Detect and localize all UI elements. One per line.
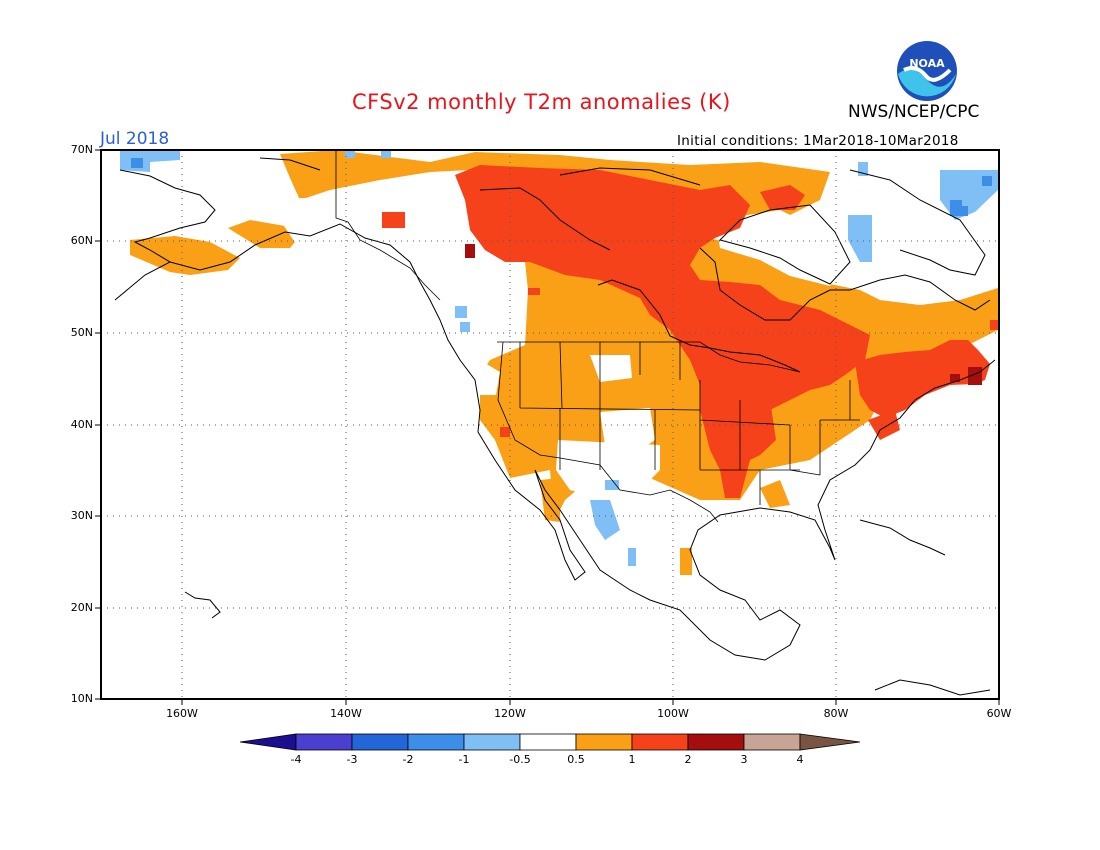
lat-label-10n: 10N	[70, 692, 93, 705]
lon-label-120w: 120W	[494, 707, 526, 720]
axis-ticks	[95, 149, 1000, 705]
colorbar-label: -4	[290, 753, 302, 766]
colorbar-swatch	[743, 733, 801, 751]
colorbar-label: -2	[402, 753, 414, 766]
lat-label-70n: 70N	[70, 143, 93, 156]
colorbar-swatch	[687, 733, 745, 751]
chart-title: CFSv2 monthly T2m anomalies (K)	[352, 90, 731, 114]
lon-label-160w: 160W	[166, 707, 198, 720]
lon-label-60w: 60W	[986, 707, 1012, 720]
colorbar-swatch	[519, 733, 577, 751]
colorbar-label: 3	[740, 753, 748, 766]
colorbar-right-arrow	[799, 733, 861, 751]
agency-label: NWS/NCEP/CPC	[848, 102, 980, 122]
colorbar-label: -0.5	[509, 753, 531, 766]
colorbar-swatch	[295, 733, 353, 751]
colorbar-swatch	[463, 733, 521, 751]
colorbar	[239, 733, 861, 751]
colorbar-label: -3	[346, 753, 358, 766]
political-borders	[335, 150, 860, 523]
colorbar-label: 2	[684, 753, 692, 766]
noaa-logo-text: NOAA	[909, 57, 945, 70]
warm-anomaly-2-3	[465, 244, 982, 385]
warm-anomaly-1-2	[382, 165, 998, 498]
forecast-period: Jul 2018	[100, 129, 170, 149]
lat-label-20n: 20N	[70, 601, 93, 614]
colorbar-label: 1	[628, 753, 636, 766]
colorbar-left-arrow	[239, 733, 297, 751]
colorbar-swatch	[407, 733, 465, 751]
initial-conditions: Initial conditions: 1Mar2018-10Mar2018	[677, 133, 959, 149]
colorbar-swatch	[351, 733, 409, 751]
colorbar-label: 0.5	[567, 753, 585, 766]
lon-label-100w: 100W	[657, 707, 689, 720]
cool-anomaly-1-2	[131, 158, 992, 216]
lon-label-140w: 140W	[330, 707, 362, 720]
coastlines	[114, 157, 996, 696]
lat-label-40n: 40N	[70, 418, 93, 431]
neutral-areas	[280, 198, 860, 545]
colorbar-swatch	[631, 733, 689, 751]
lat-label-30n: 30N	[70, 509, 93, 522]
colorbar-swatch	[575, 733, 633, 751]
lat-label-50n: 50N	[70, 326, 93, 339]
lat-label-60n: 60N	[70, 234, 93, 247]
colorbar-label: 4	[796, 753, 804, 766]
noaa-logo: NOAA	[896, 40, 958, 102]
colorbar-label: -1	[458, 753, 470, 766]
lon-label-80w: 80W	[823, 707, 849, 720]
